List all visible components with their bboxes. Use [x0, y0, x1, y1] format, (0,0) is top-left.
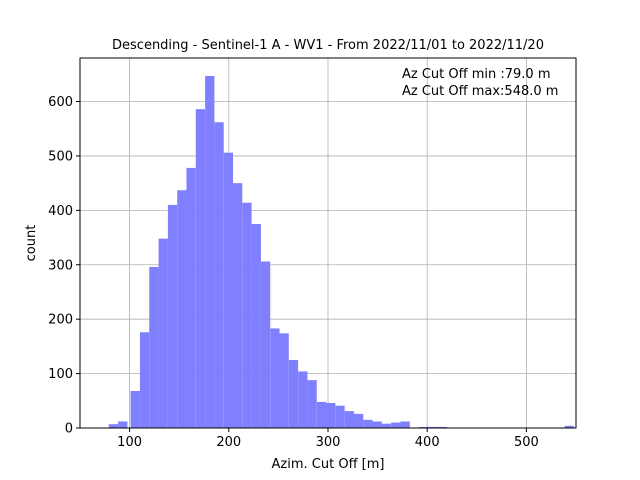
histogram-bar [353, 413, 364, 428]
histogram-bar [177, 190, 187, 428]
histogram-bar [344, 411, 354, 428]
x-tick-label: 100 [117, 435, 142, 450]
histogram-bar [118, 421, 128, 428]
annotation-max: Az Cut Off max:548.0 m [402, 84, 558, 99]
histogram-bar [232, 183, 243, 428]
y-tick-label: 100 [48, 367, 73, 382]
histogram-bar [251, 223, 261, 428]
y-tick-label: 300 [48, 258, 73, 273]
histogram-bar [428, 426, 438, 428]
histogram-bar [381, 423, 392, 428]
histogram-bar [214, 122, 224, 429]
histogram-bar [270, 328, 280, 428]
histogram-bar [400, 421, 410, 428]
histogram-bar [372, 421, 382, 428]
histogram-bar [564, 425, 574, 428]
x-axis-ticks: 100 200 300 400 500 [117, 428, 539, 450]
histogram-bar [335, 405, 345, 428]
chart-title: Descending - Sentinel-1 A - WV1 - From 2… [112, 38, 544, 53]
y-tick-label: 400 [48, 204, 73, 219]
histogram-bar [242, 202, 252, 428]
x-tick-label: 400 [415, 435, 440, 450]
histogram-bar [205, 75, 215, 429]
histogram-bar [419, 426, 429, 428]
y-axis-ticks: 0 100 200 300 400 500 600 [48, 95, 80, 437]
x-tick-label: 500 [514, 435, 539, 450]
histogram-bar [158, 238, 168, 428]
histogram-bar [195, 109, 206, 428]
annotation-min: Az Cut Off min :79.0 m [402, 67, 550, 82]
histogram-bar [316, 401, 327, 428]
histogram-bar [279, 333, 289, 428]
histogram-bar [186, 167, 196, 429]
histogram-bar [149, 266, 159, 428]
y-axis-label: count [24, 225, 39, 262]
y-tick-label: 200 [48, 313, 73, 328]
x-tick-label: 200 [216, 435, 241, 450]
histogram-bar [391, 422, 401, 428]
histogram-bars [108, 75, 574, 429]
histogram-bar [223, 152, 234, 429]
histogram-bar [437, 426, 448, 428]
histogram-bar [130, 391, 140, 428]
histogram-bar [298, 371, 308, 428]
histogram-bar [139, 332, 150, 428]
y-tick-label: 600 [48, 95, 73, 110]
histogram-bar [288, 359, 299, 428]
histogram-bar [108, 424, 119, 428]
histogram-bar [363, 419, 373, 428]
histogram-bar [326, 402, 336, 428]
y-tick-label: 0 [65, 422, 73, 437]
histogram-bar [307, 380, 317, 428]
histogram-bar [260, 261, 271, 428]
histogram-bar [167, 204, 178, 428]
x-tick-label: 300 [316, 435, 341, 450]
y-tick-label: 500 [48, 149, 73, 164]
x-axis-label: Azim. Cut Off [m] [272, 457, 385, 472]
